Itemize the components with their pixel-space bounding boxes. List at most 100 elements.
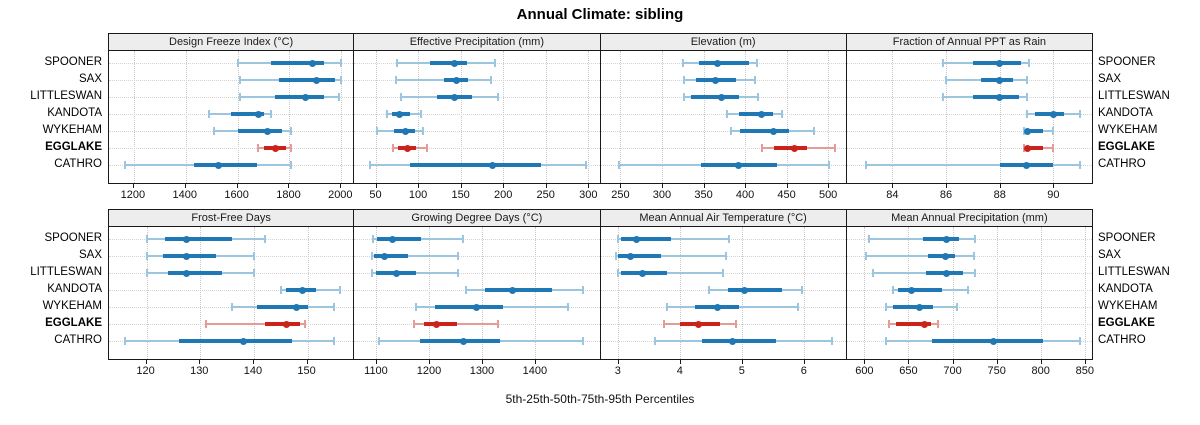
whisker-end-cap (239, 76, 242, 84)
median-dot (714, 59, 722, 67)
axis-tick-label: 140 (243, 365, 263, 377)
percentile-box-25-75 (435, 305, 504, 309)
axis-tick (375, 184, 377, 188)
gridline-vertical (341, 51, 343, 183)
whisker-end-cap (872, 269, 875, 277)
whisker-end-cap (395, 59, 398, 67)
axis-tick-label: 3 (614, 365, 621, 377)
axis-tick (786, 184, 788, 188)
percentile-box-25-75 (932, 339, 1044, 343)
whisker-end-cap (967, 286, 970, 294)
percentile-box-25-75 (231, 112, 264, 116)
station-label: EGGLAKE (1098, 317, 1155, 329)
axis-tick (745, 184, 747, 188)
axis-tick-label: 6 (800, 365, 807, 377)
median-dot (381, 252, 389, 260)
axis-tick-label: 150 (451, 189, 470, 201)
whisker-end-cap (972, 252, 975, 260)
percentile-box-25-75 (699, 61, 750, 65)
whisker-end-cap (683, 93, 686, 101)
gridline-horizontal (109, 97, 354, 98)
axis-tick (481, 360, 483, 364)
panel-plot (846, 51, 1092, 183)
percentile-whisker-5-95 (617, 238, 730, 240)
whisker-end-cap (945, 76, 948, 84)
median-dot (451, 93, 459, 101)
gridline-vertical (1040, 227, 1042, 359)
whisker-end-cap (145, 252, 148, 260)
whisker-end-cap (892, 286, 895, 294)
whisker-end-cap (400, 93, 403, 101)
axis-tick-label: 250 (536, 189, 555, 201)
axis-tick (946, 184, 948, 188)
gridline-horizontal (354, 273, 600, 274)
percentile-box-25-75 (256, 305, 308, 309)
percentile-box-25-75 (740, 129, 790, 133)
axis-tick-label: 100 (408, 189, 428, 201)
percentile-box-25-75 (178, 339, 292, 343)
whisker-end-cap (813, 127, 815, 135)
median-dot (1024, 127, 1032, 135)
median-dot (451, 59, 459, 67)
whisker-end-cap (663, 320, 666, 328)
station-label: LITTLESWAN (30, 90, 102, 102)
whisker-end-cap (616, 235, 619, 243)
percentile-whisker-5-95 (205, 323, 305, 325)
station-label: CATHRO (54, 158, 102, 170)
gridline-vertical (999, 51, 1001, 183)
percentile-box-25-75 (374, 254, 408, 258)
station-label: WYKEHAM (42, 300, 102, 312)
whisker-end-cap (1079, 337, 1082, 345)
station-label: LITTLESWAN (30, 266, 102, 278)
station-label: WYKEHAM (42, 124, 102, 136)
whisker-end-cap (865, 252, 868, 260)
gridline-horizontal (109, 290, 354, 291)
axis-tick-label: 1400 (522, 365, 548, 377)
axis-tick-label: 250 (611, 189, 630, 201)
station-label: EGGLAKE (45, 317, 102, 329)
whisker-end-cap (231, 303, 234, 311)
median-dot (942, 252, 949, 260)
median-dot (942, 269, 950, 277)
gridline-horizontal (354, 131, 600, 132)
whisker-end-cap (616, 269, 619, 277)
whisker-end-cap (1052, 144, 1055, 152)
gridline-vertical (146, 227, 148, 359)
percentile-whisker-5-95 (865, 164, 1081, 166)
gridline-vertical (428, 227, 430, 359)
panel-plot (354, 227, 600, 359)
whisker-end-cap (725, 110, 728, 118)
median-dot (920, 320, 928, 328)
axis-tick (679, 360, 681, 364)
station-label: KANDOTA (1098, 283, 1153, 295)
whisker-end-cap (391, 144, 394, 152)
axis-tick-label: 750 (987, 365, 1006, 377)
whisker-end-cap (370, 269, 373, 277)
whisker-end-cap (584, 161, 587, 169)
percentile-box-25-75 (279, 78, 335, 82)
whisker-end-cap (666, 303, 669, 311)
whisker-end-cap (338, 286, 341, 294)
median-dot (489, 161, 497, 169)
axis-tick-label: 84 (886, 189, 899, 201)
axis-tick-label: 350 (694, 189, 713, 201)
percentile-whisker-5-95 (371, 255, 459, 257)
gridline-horizontal (846, 131, 1092, 132)
median-dot (392, 269, 400, 277)
whisker-end-cap (370, 252, 373, 260)
percentile-box-25-75 (271, 61, 325, 65)
chart-title: Annual Climate: sibling (516, 6, 684, 23)
whisker-end-cap (340, 76, 343, 84)
axis-tick (864, 360, 866, 364)
percentile-box-25-75 (927, 254, 956, 258)
median-dot (996, 59, 1004, 67)
whisker-end-cap (289, 144, 292, 152)
axis-tick-label: 1100 (364, 365, 388, 377)
station-label: CATHRO (1098, 334, 1146, 346)
panel-strip-title: Frost-Free Days (109, 210, 354, 227)
median-dot (791, 144, 799, 152)
axis-tick-label: 90 (1047, 189, 1060, 201)
percentile-box-25-75 (410, 163, 542, 167)
axis-tick (132, 184, 134, 188)
whisker-end-cap (780, 110, 783, 118)
